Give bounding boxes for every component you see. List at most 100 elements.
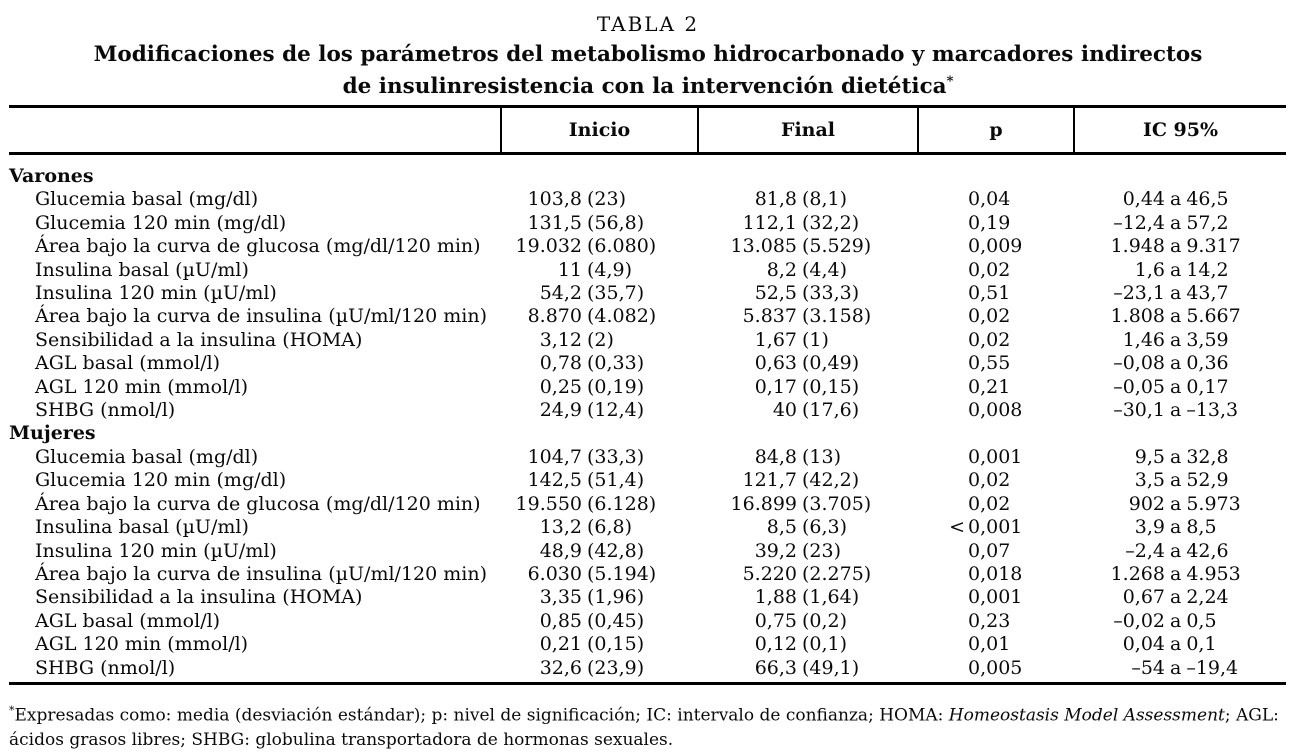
cell-inicio: 3,12 (2) xyxy=(500,329,697,352)
cell-p: 0,001 xyxy=(917,446,1073,469)
cell-ic95: 1.948 a 9.317 xyxy=(1073,235,1286,258)
final-sd: (23) xyxy=(802,539,842,562)
inicio-sd: (12,4) xyxy=(587,399,645,422)
inicio-mean: 0,78 xyxy=(539,352,582,375)
inicio-mean: 3,12 xyxy=(539,328,582,351)
inicio-mean: 24,9 xyxy=(539,399,582,422)
p-prefix xyxy=(917,376,965,399)
cell-p: 0,018 xyxy=(917,563,1073,586)
p-value: 0,01 xyxy=(968,633,1011,656)
p-value: 0,001 xyxy=(968,445,1023,468)
footnote-text-1: Expresadas como: media (desviación están… xyxy=(14,705,949,726)
final-mean: 39,2 xyxy=(754,539,797,562)
final-sd: (3.705) xyxy=(802,492,872,515)
cell-p: 0,02 xyxy=(917,469,1073,492)
p-value: 0,005 xyxy=(968,656,1023,679)
inicio-mean: 54,2 xyxy=(539,282,582,305)
cell-p: 0,02 xyxy=(917,329,1073,352)
table-row: Glucemia 120 min (mg/dl) 142,5 (51,4) 121… xyxy=(9,469,1286,492)
ic-low: 1.268 xyxy=(1110,562,1165,585)
final-mean: 112,1 xyxy=(742,211,797,234)
ic-low: –23,1 xyxy=(1113,282,1165,305)
cell-final: 16.899 (3.705) xyxy=(697,493,917,516)
table-row: AGL 120 min (mmol/l) 0,25 (0,19) 0,17 (0,1… xyxy=(9,376,1286,399)
cell-final: 13.085 (5.529) xyxy=(697,235,917,258)
inicio-sd: (51,4) xyxy=(587,469,645,492)
cell-inicio: 104,7 (33,3) xyxy=(500,446,697,469)
ic-separator: a xyxy=(1170,399,1182,422)
ic-low: 9,5 xyxy=(1134,445,1165,468)
cell-inicio: 0,21 (0,15) xyxy=(500,633,697,656)
ic-low: –12,4 xyxy=(1113,211,1165,234)
cell-final: 0,12 (0,1) xyxy=(697,633,917,656)
row-label: Glucemia 120 min (mg/dl) xyxy=(35,469,287,492)
section-name: Mujeres xyxy=(9,422,96,445)
section-name: Varones xyxy=(9,165,94,187)
inicio-sd: (33,3) xyxy=(587,445,645,468)
cell-final: 8,5 (6,3) xyxy=(697,516,917,539)
col-header-p: p xyxy=(917,108,1073,152)
p-value: 0,001 xyxy=(968,586,1023,609)
p-value: 0,51 xyxy=(968,282,1011,305)
title-asterisk: * xyxy=(946,74,954,89)
cell-final: 52,5 (33,3) xyxy=(697,282,917,305)
row-label: Insulina 120 min (µU/ml) xyxy=(35,282,277,305)
final-sd: (0,15) xyxy=(802,375,860,398)
final-mean: 52,5 xyxy=(754,282,797,305)
p-value: 0,23 xyxy=(968,609,1011,632)
inicio-sd: (42,8) xyxy=(587,539,645,562)
cell-p: 0,21 xyxy=(917,376,1073,399)
final-mean: 16.899 xyxy=(730,492,797,515)
final-mean: 0,17 xyxy=(754,375,797,398)
ic-low: –30,1 xyxy=(1113,399,1165,422)
ic-high: –13,3 xyxy=(1186,399,1239,422)
p-value: 0,02 xyxy=(968,258,1011,281)
ic-separator: a xyxy=(1170,328,1182,351)
final-sd: (17,6) xyxy=(802,399,860,422)
p-prefix xyxy=(917,586,965,609)
final-mean: 66,3 xyxy=(754,656,797,679)
inicio-mean: 0,85 xyxy=(539,609,582,632)
cell-inicio: 3,35 (1,96) xyxy=(500,586,697,609)
row-label: AGL 120 min (mmol/l) xyxy=(35,633,249,656)
table-row: Insulina 120 min (µU/ml) 54,2 (35,7) 52,5… xyxy=(9,282,1286,305)
table-title-line1: Modificaciones de los parámetros del met… xyxy=(93,42,1203,67)
inicio-sd: (0,19) xyxy=(587,375,645,398)
cell-inicio: 0,25 (0,19) xyxy=(500,376,697,399)
p-value: 0,02 xyxy=(968,469,1011,492)
ic-separator: a xyxy=(1170,516,1182,539)
table-row: Sensibilidad a la insulina (HOMA) 3,12 (2… xyxy=(9,329,1286,352)
ic-separator: a xyxy=(1170,211,1182,234)
row-label: AGL basal (mmol/l) xyxy=(35,352,221,375)
row-label: Sensibilidad a la insulina (HOMA) xyxy=(35,328,363,351)
ic-separator: a xyxy=(1170,562,1182,585)
cell-p: 0,005 xyxy=(917,657,1073,680)
ic-separator: a xyxy=(1170,469,1182,492)
final-mean: 5.837 xyxy=(742,305,797,328)
table-row: SHBG (nmol/l) 24,9 (12,4) 40 (17,6) 0,008 … xyxy=(9,399,1286,422)
ic-high: 52,9 xyxy=(1186,469,1229,492)
final-mean: 81,8 xyxy=(754,188,797,211)
inicio-sd: (0,45) xyxy=(587,609,645,632)
final-mean: 1,67 xyxy=(754,328,797,351)
inicio-mean: 32,6 xyxy=(539,656,582,679)
cell-p: 0,55 xyxy=(917,352,1073,375)
cell-ic95: –2,4 a 42,6 xyxy=(1073,540,1286,563)
cell-ic95: 3,9 a 8,5 xyxy=(1073,516,1286,539)
cell-ic95: –12,4 a 57,2 xyxy=(1073,212,1286,235)
inicio-mean: 0,25 xyxy=(539,375,582,398)
footnote-text-2: ; AGL: ácidos grasos libres; SHBG: globu… xyxy=(9,705,1279,750)
ic-separator: a xyxy=(1170,305,1182,328)
cell-p: 0,19 xyxy=(917,212,1073,235)
cell-ic95: 0,04 a 0,1 xyxy=(1073,633,1286,656)
final-sd: (5.529) xyxy=(802,235,872,258)
ic-separator: a xyxy=(1170,445,1182,468)
row-label: Área bajo la curva de insulina (µU/ml/12… xyxy=(35,305,488,328)
ic-low: 0,67 xyxy=(1122,586,1165,609)
p-value: 0,55 xyxy=(968,352,1011,375)
table-row: Área bajo la curva de insulina (µU/ml/12… xyxy=(9,305,1286,328)
inicio-sd: (6.128) xyxy=(587,492,657,515)
table-row: Glucemia 120 min (mg/dl) 131,5 (56,8) 112… xyxy=(9,212,1286,235)
final-mean: 1,88 xyxy=(754,586,797,609)
p-prefix xyxy=(917,399,965,422)
